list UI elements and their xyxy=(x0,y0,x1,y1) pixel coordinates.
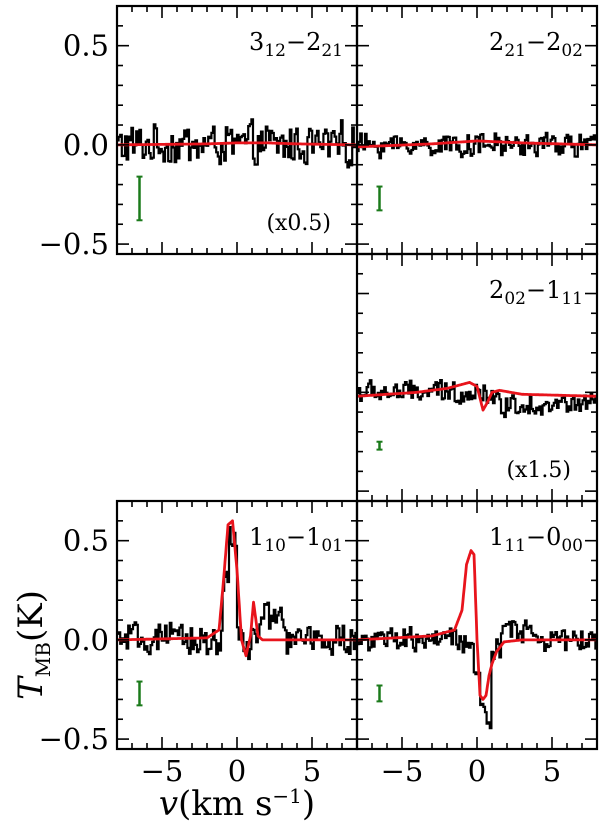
transition-label-part: 2 xyxy=(546,28,561,56)
model-spectrum-line xyxy=(357,549,597,701)
x-tick-label: 0 xyxy=(228,754,246,788)
axes-layer: −0.50.00.5 312−221(x0.5)221−202202−111(x1… xyxy=(39,4,599,788)
transition-label-part: 1 xyxy=(546,276,561,304)
transition-label-part: 1 xyxy=(489,523,504,551)
transition-label-subscript: 12 xyxy=(264,41,286,61)
transition-label-part: 1 xyxy=(249,523,264,551)
spectrum-panel-3: 202−111 (x1.5) xyxy=(355,252,599,503)
y-axis-label-main: T xyxy=(11,675,51,700)
transition-label-part: − xyxy=(286,28,306,56)
transition-label-part: − xyxy=(526,276,546,304)
transition-label-part: − xyxy=(526,523,546,551)
model-spectrum-line xyxy=(117,141,357,147)
transition-label: 111−000 xyxy=(489,523,583,556)
transition-label-part: 2 xyxy=(489,276,504,304)
transition-label-subscript: 11 xyxy=(504,536,526,556)
y-axis-label: TMB(K) xyxy=(11,590,55,700)
transition-label-subscript: 02 xyxy=(504,289,526,309)
transition-label-subscript: 10 xyxy=(264,536,286,556)
transition-label-part: 3 xyxy=(249,28,264,56)
transition-label-subscript: 11 xyxy=(561,289,583,309)
model-spectrum-line xyxy=(357,139,597,149)
transition-label-part: 2 xyxy=(489,28,504,56)
x-tick-label: −5 xyxy=(141,754,184,788)
transition-label: 202−111 xyxy=(489,276,583,309)
x-axis-label-close: ) xyxy=(302,784,315,824)
model-spectrum-line xyxy=(117,519,357,658)
y-tick-label: −0.5 xyxy=(39,227,109,261)
y-tick-label: −0.5 xyxy=(39,722,109,756)
x-tick-label: 0 xyxy=(468,754,486,788)
x-axis-label-exp: −1 xyxy=(272,784,301,808)
y-tick-label: 0.5 xyxy=(63,524,109,558)
y-tick-label: 0.0 xyxy=(63,128,109,162)
transition-label: 110−101 xyxy=(249,523,343,556)
transition-label-part: 2 xyxy=(306,28,321,56)
transition-label-part: − xyxy=(286,523,306,551)
scale-note: (x0.5) xyxy=(266,211,331,236)
transition-label-subscript: 01 xyxy=(321,536,343,556)
transition-label-subscript: 21 xyxy=(504,41,526,61)
y-axis-label-sub: MB xyxy=(31,642,55,677)
transition-label-part: 1 xyxy=(306,523,321,551)
transition-label: 312−221 xyxy=(249,28,343,61)
x-tick-label: 5 xyxy=(303,754,321,788)
transition-label-subscript: 02 xyxy=(561,41,583,61)
y-axis-label-units: (K) xyxy=(11,590,51,642)
observed-spectrum-line xyxy=(357,619,597,730)
y-tick-label: 0.5 xyxy=(63,29,109,63)
spectrum-panel-2: 221−202 xyxy=(355,4,599,256)
x-tick-label: −5 xyxy=(381,754,424,788)
transition-label-part: − xyxy=(526,28,546,56)
y-tick-label: 0.0 xyxy=(63,623,109,657)
transition-label: 221−202 xyxy=(489,28,583,61)
x-tick-label: 5 xyxy=(543,754,561,788)
transition-label-part: 0 xyxy=(546,523,561,551)
transition-label-subscript: 21 xyxy=(321,41,343,61)
x-axis-label-main: v xyxy=(159,784,178,824)
spectrum-panel-1: −0.5 0.0 0.5 312−221 (x0.5) xyxy=(39,4,359,261)
model-spectrum-line xyxy=(357,381,597,412)
x-axis-label: v(km s−1) xyxy=(159,784,315,824)
transition-label-subscript: 00 xyxy=(561,536,583,556)
scale-note: (x1.5) xyxy=(506,458,571,483)
x-axis-label-units: (km s xyxy=(178,784,272,824)
